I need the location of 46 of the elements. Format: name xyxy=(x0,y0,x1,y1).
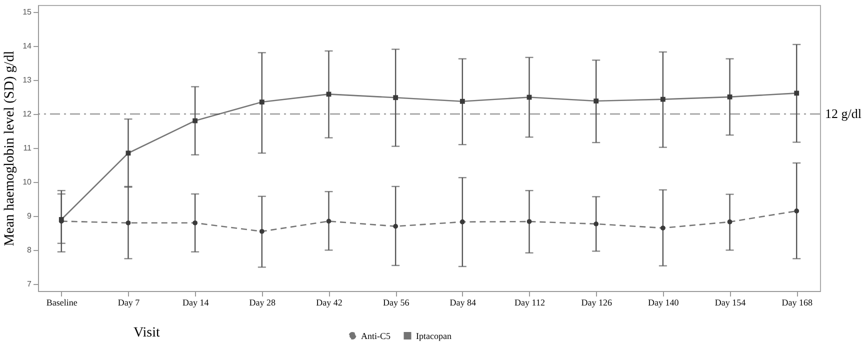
y-tick-label: 12 xyxy=(22,109,32,118)
y-axis-title: Mean haemoglobin level (SD) g/dl xyxy=(2,50,18,246)
x-tick-label: Day 154 xyxy=(714,298,746,308)
y-tick-label: 10 xyxy=(22,178,32,187)
point xyxy=(126,150,131,156)
x-axis-title: Visit xyxy=(134,326,160,340)
point xyxy=(259,228,264,234)
point xyxy=(660,226,666,230)
x-tick-label: Day 140 xyxy=(648,298,680,308)
point xyxy=(727,219,732,224)
point xyxy=(126,220,131,226)
y-tick-label: 9 xyxy=(27,212,32,221)
x-tick-label: Day 7 xyxy=(118,298,140,308)
y-tick-label: 14 xyxy=(22,41,32,50)
x-tick-label: Day 28 xyxy=(249,298,276,308)
point xyxy=(660,96,666,102)
y-tick-label: 15 xyxy=(22,7,32,16)
point xyxy=(192,118,198,124)
point xyxy=(460,98,465,104)
x-tick-label: Day 42 xyxy=(316,298,342,308)
point xyxy=(526,219,532,224)
x-tick-label: Day 168 xyxy=(782,298,813,308)
x-tick-label: Baseline xyxy=(46,298,78,308)
point xyxy=(794,90,800,96)
x-tick-label: Day 84 xyxy=(450,298,477,308)
x-tick-label: Day 56 xyxy=(382,298,410,308)
point xyxy=(259,100,264,104)
ref-line-label: 12 g/dl xyxy=(825,106,862,121)
point xyxy=(393,224,398,229)
point xyxy=(794,208,800,214)
point xyxy=(594,221,599,226)
point xyxy=(192,220,198,226)
point xyxy=(460,219,465,224)
x-tick-label: Day 112 xyxy=(514,298,545,308)
point xyxy=(727,94,732,100)
legend-label: Iptacopan xyxy=(416,330,452,341)
y-tick-label: 8 xyxy=(27,246,32,255)
y-tick-label: 13 xyxy=(22,75,32,84)
point xyxy=(594,98,599,104)
x-tick-label: Day 126 xyxy=(581,298,612,308)
legend-label: Anti-C5 xyxy=(361,330,391,341)
y-tick-label: 7 xyxy=(27,280,32,289)
point xyxy=(393,95,398,100)
point xyxy=(326,218,332,224)
x-tick-label: Day 14 xyxy=(182,298,210,308)
y-tick-label: 11 xyxy=(23,144,32,152)
